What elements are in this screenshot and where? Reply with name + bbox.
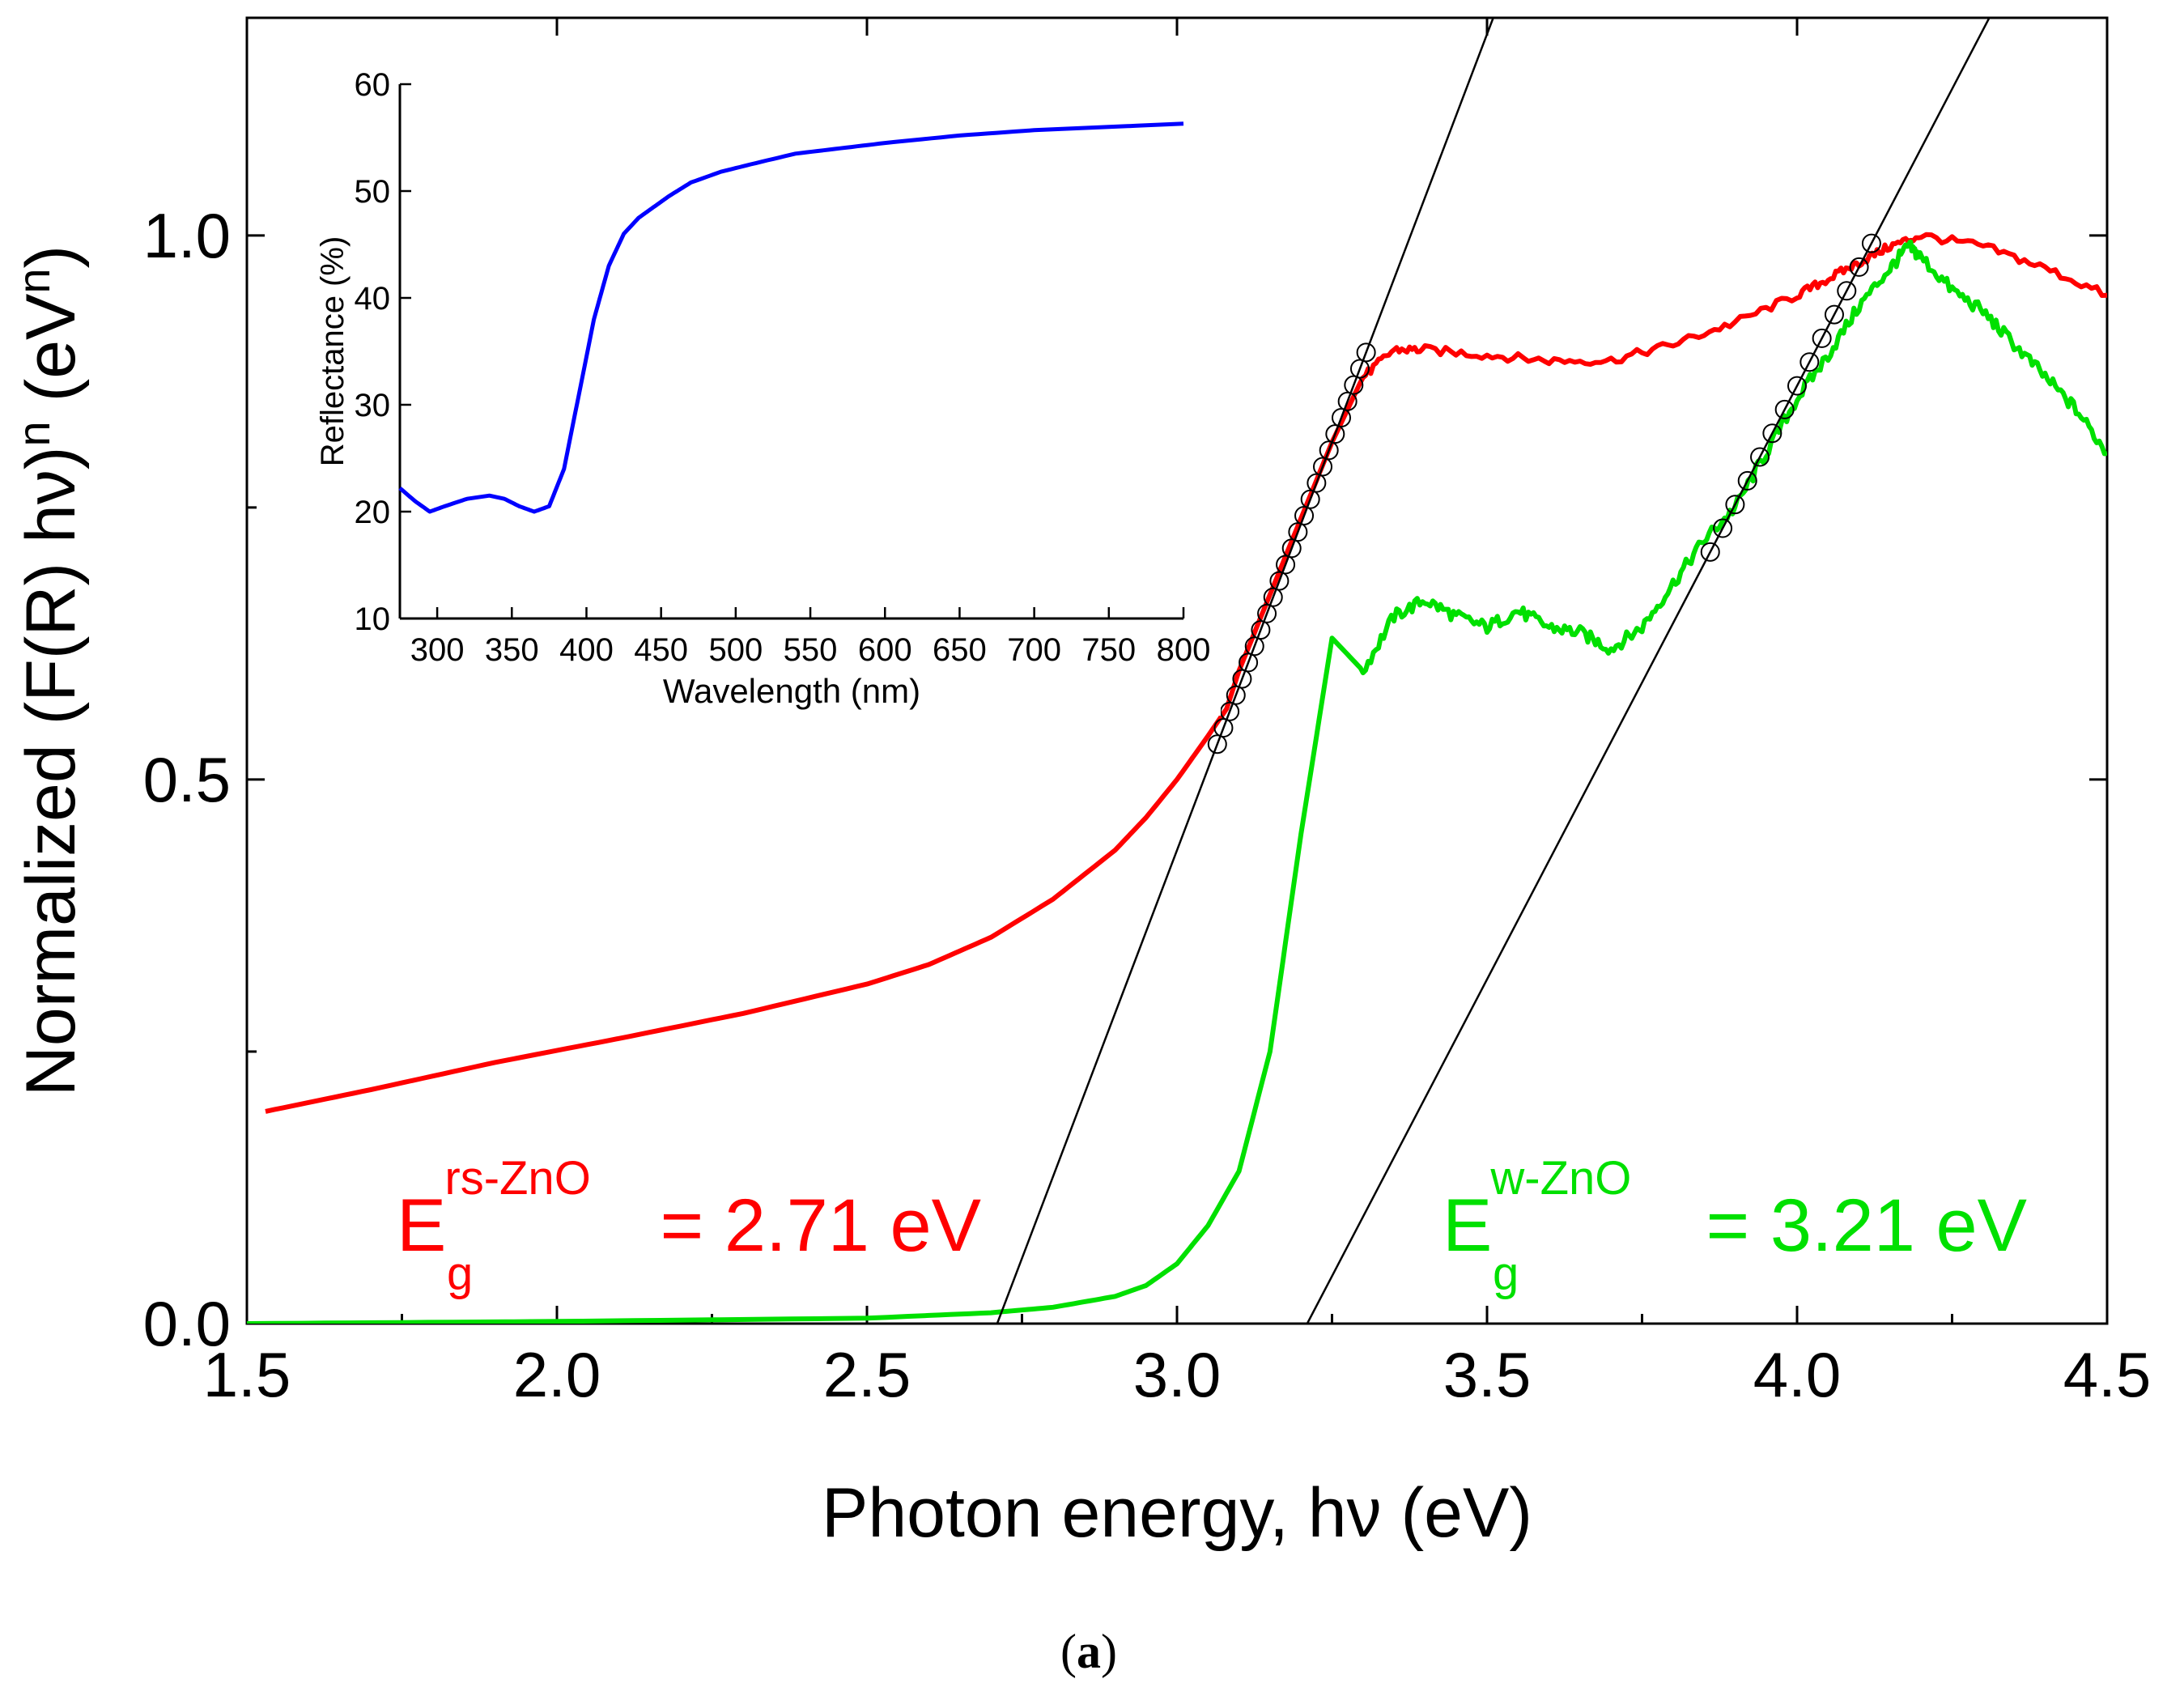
fit-marker [1713, 518, 1733, 538]
fit-marker [1812, 328, 1832, 348]
fit-marker [1750, 447, 1770, 467]
inset-x-tick-label: 750 [1081, 632, 1136, 668]
inset-y-axis-title: Reflectance (%) [315, 236, 351, 467]
annotation-rs-bandgap: Ers-ZnO g = 2.71 eV [397, 1152, 981, 1300]
y-axis-title-part: ) [12, 245, 90, 269]
y-axis-title-part: (eV [12, 294, 90, 422]
inset-background [397, 76, 1221, 716]
fit-marker [1849, 257, 1869, 277]
annotation-w-bandgap: Ew-ZnO g = 3.21 eV [1443, 1152, 2027, 1300]
y-tick-label: 0.5 [143, 744, 231, 815]
fit-marker [1762, 423, 1782, 444]
fit-line-w-fit [1306, 18, 1991, 1324]
inset-y-tick-label: 60 [355, 67, 391, 103]
annotation-sub: g [447, 1248, 473, 1300]
x-tick-label: 2.0 [513, 1339, 601, 1410]
inset-x-tick-label: 350 [485, 632, 539, 668]
inset-x-tick-label: 650 [933, 632, 987, 668]
inset-x-tick-label: 450 [634, 632, 688, 668]
inset-y-tick-label: 50 [355, 174, 391, 210]
inset-x-axis-title: Wavelength (nm) [663, 672, 920, 710]
fit-marker [1787, 376, 1807, 396]
y-axis-title: Normalized (F(R) hν)n (eVn) [8, 245, 91, 1096]
x-tick-label: 3.5 [1443, 1339, 1531, 1410]
annotation-main: E [397, 1184, 446, 1267]
fit-marker [1700, 542, 1720, 562]
y-axis-title-sup: n [8, 268, 59, 293]
fit-marker [1837, 281, 1857, 301]
y-tick-label: 0.0 [143, 1288, 231, 1359]
main-plot: 1.5 2.0 2.5 3.0 3.5 4.0 4.5 0.0 0.5 1.0 Photon ene… [8, 16, 2151, 1552]
fit-marker [1725, 495, 1745, 515]
annotation-sup: w-ZnO [1489, 1152, 1631, 1205]
fit-marker [1824, 304, 1844, 325]
inset-y-tick-label: 10 [355, 601, 391, 637]
fit-marker [1774, 399, 1795, 419]
x-tick-label: 4.5 [2063, 1339, 2151, 1410]
inset-plot: 300 350 400 450 500 550 600 650 700 750 800 10 20 30 4… [315, 67, 1221, 716]
inset-series-reflectance [398, 121, 1184, 514]
panel-label: (a) [1060, 1625, 1117, 1678]
x-axis-title: Photon energy, hν (eV) [822, 1474, 1532, 1552]
inset-y-tick-label: 20 [355, 495, 391, 530]
annotation-sub: g [1493, 1248, 1519, 1300]
fit-marker [1356, 342, 1376, 363]
x-tick-label: 4.0 [1753, 1339, 1841, 1410]
x-tick-label: 3.0 [1133, 1339, 1221, 1410]
x-tick-label: 2.5 [823, 1339, 911, 1410]
inset-x-tick-label: 800 [1157, 632, 1211, 668]
inset-y-tick-label: 30 [355, 388, 391, 423]
inset-y-tick-label: 40 [355, 281, 391, 317]
inset-x-tick-label: 700 [1007, 632, 1061, 668]
y-axis-title-sup: n [8, 421, 59, 446]
y-tick-label: 1.0 [143, 200, 231, 271]
y-axis-title-part: Normalized (F(R) hν) [12, 446, 90, 1096]
inset-x-tick-label: 600 [858, 632, 912, 668]
x-tick-label: 1.5 [203, 1339, 291, 1410]
fit-marker [1737, 470, 1757, 491]
main-plot-area [247, 18, 2107, 1324]
fit-marker [1799, 352, 1820, 372]
fit-marker [1861, 233, 1881, 253]
inset-x-tick-label: 300 [410, 632, 465, 668]
annotation-main: E [1443, 1184, 1492, 1267]
annotation-value: = 2.71 eV [639, 1184, 981, 1267]
series-line-w-ZnO [247, 239, 2107, 1324]
annotation-sup: rs-ZnO [444, 1152, 590, 1205]
annotation-value: = 3.21 eV [1685, 1184, 2027, 1267]
inset-x-tick-label: 550 [784, 632, 838, 668]
inset-x-tick-label: 500 [708, 632, 763, 668]
inset-x-tick-label: 400 [559, 632, 614, 668]
